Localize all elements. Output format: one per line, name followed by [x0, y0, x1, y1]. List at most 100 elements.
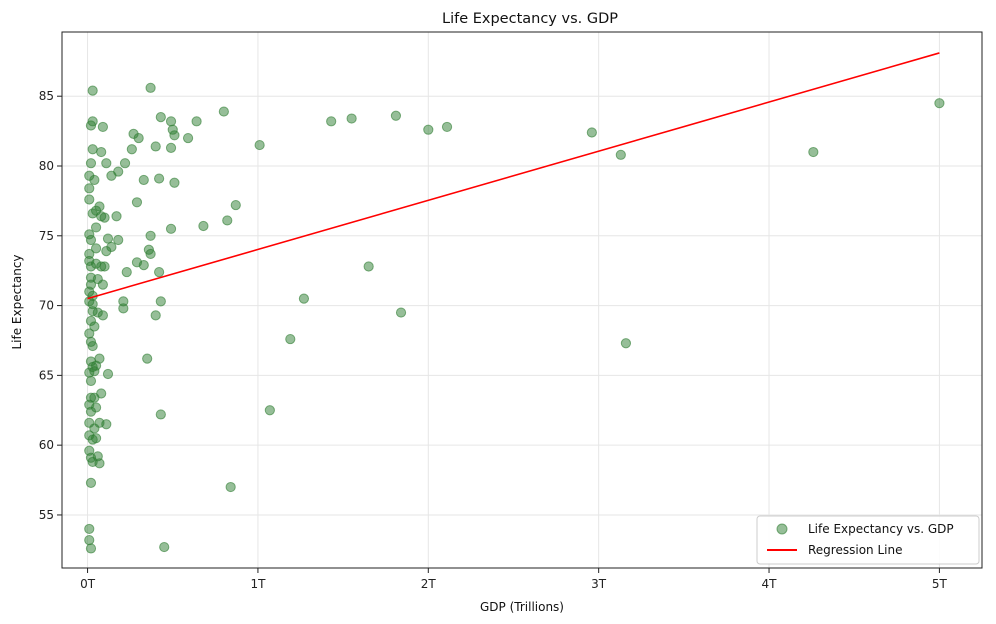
scatter-point: [106, 170, 117, 181]
scatter-point: [218, 106, 229, 117]
scatter-point: [126, 144, 137, 155]
x-axis-label: GDP (Trillions): [480, 600, 564, 614]
y-tick-label: 80: [39, 159, 54, 173]
scatter-point: [264, 405, 275, 416]
scatter-point: [89, 392, 100, 403]
scatter-point: [395, 307, 407, 318]
scatter-series: [84, 82, 945, 554]
y-tick-label: 55: [39, 508, 54, 522]
scatter-point: [615, 149, 626, 160]
scatter-point: [169, 130, 180, 141]
scatter-point: [154, 266, 165, 278]
scatter-point: [254, 139, 265, 151]
legend-label-scatter: Life Expectancy vs. GDP: [808, 522, 954, 536]
scatter-point: [85, 120, 97, 131]
scatter-point: [99, 261, 110, 272]
scatter-point: [222, 215, 233, 226]
regression-series: [87, 52, 940, 300]
scatter-point: [85, 477, 97, 488]
legend-scatter-marker: [776, 523, 788, 535]
scatter-point: [90, 243, 102, 254]
scatter-point: [808, 146, 819, 158]
scatter-point: [84, 170, 95, 181]
legend-label-regression: Regression Line: [808, 543, 902, 557]
scatter-point: [165, 223, 177, 234]
scatter-point: [121, 266, 132, 278]
scatter-point: [145, 230, 156, 241]
regression-line: [87, 52, 940, 300]
scatter-point: [138, 260, 149, 271]
scatter-point: [169, 177, 180, 188]
scatter-point: [84, 534, 95, 546]
scatter-point: [102, 368, 114, 380]
scatter-point: [90, 402, 102, 413]
scatter-point: [182, 132, 194, 144]
scatter-point: [165, 116, 177, 127]
scatter-point: [87, 208, 98, 219]
x-tick-label: 0T: [80, 577, 96, 591]
scatter-point: [90, 433, 102, 444]
scatter-point: [150, 310, 161, 321]
scatter-point: [96, 146, 107, 158]
scatter-point: [87, 144, 98, 155]
scatter-point: [390, 110, 402, 121]
scatter-point: [198, 220, 209, 232]
scatter-point: [138, 174, 149, 186]
scatter-point: [346, 113, 357, 124]
scatter-point: [96, 211, 107, 222]
x-tick-label: 1T: [250, 577, 266, 591]
scatter-point: [145, 82, 156, 93]
grid: [62, 32, 982, 568]
scatter-point: [89, 321, 100, 332]
y-tick-label: 60: [39, 438, 54, 452]
scatter-point: [620, 338, 632, 349]
scatter-point: [298, 293, 310, 304]
scatter-point: [87, 85, 98, 96]
scatter-point: [133, 132, 144, 144]
scatter-point: [113, 234, 124, 246]
scatter-point: [131, 197, 143, 208]
y-tick-label: 85: [39, 89, 54, 103]
x-axis: 0T 1T 2T 3T 4T 5T: [80, 568, 948, 591]
scatter-point: [363, 261, 374, 272]
plot-frame: [61, 31, 983, 569]
scatter-point: [934, 98, 945, 109]
scatter-point: [85, 234, 97, 246]
x-tick-label: 2T: [421, 577, 437, 591]
scatter-point: [87, 306, 98, 317]
y-tick-label: 75: [39, 229, 54, 243]
scatter-point: [87, 340, 98, 352]
scatter-point: [285, 333, 296, 345]
scatter-point: [84, 183, 95, 194]
chart-title: Life Expectancy vs. GDP: [442, 11, 618, 27]
scatter-point: [154, 173, 165, 184]
scatter-point: [145, 248, 156, 260]
scatter-point: [225, 481, 236, 493]
y-tick-label: 70: [39, 299, 54, 313]
scatter-point: [92, 451, 103, 462]
scatter-point: [84, 194, 95, 205]
scatter-point: [111, 211, 122, 222]
scatter-point: [84, 328, 95, 339]
y-axis: 55 60 65 70 75 80 85: [39, 89, 62, 522]
y-tick-label: 65: [39, 368, 54, 382]
scatter-point: [85, 158, 97, 169]
scatter-point: [423, 124, 434, 135]
scatter-point: [155, 112, 166, 123]
scatter-point: [155, 296, 166, 307]
scatter-point: [101, 419, 112, 430]
scatter-point: [101, 158, 112, 169]
legend: Life Expectancy vs. GDP Regression Line: [756, 515, 980, 565]
scatter-point: [97, 279, 108, 290]
scatter-point: [326, 116, 337, 127]
scatter-point: [97, 121, 108, 133]
scatter-point: [586, 127, 597, 138]
scatter-point: [159, 541, 170, 553]
scatter-point: [85, 375, 97, 387]
scatter-point: [150, 141, 161, 152]
scatter-point: [155, 409, 166, 420]
scatter-point: [101, 246, 112, 257]
scatter-point: [165, 142, 177, 153]
scatter-point: [191, 116, 202, 127]
